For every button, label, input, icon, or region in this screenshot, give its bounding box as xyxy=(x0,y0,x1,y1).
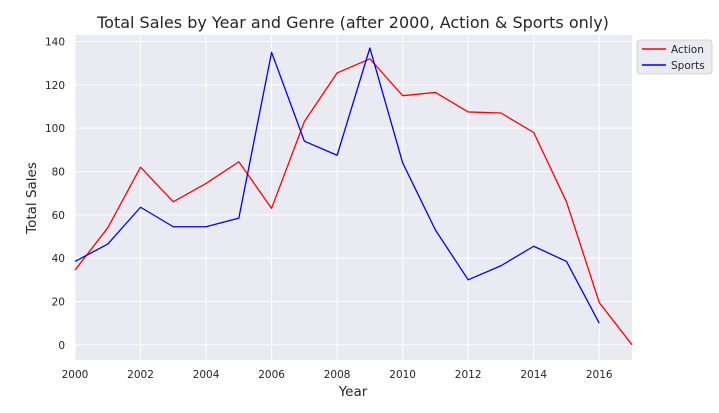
x-tick-label: 2010 xyxy=(389,369,416,381)
y-tick-label: 80 xyxy=(52,167,65,179)
y-tick-label: 0 xyxy=(58,340,65,352)
x-tick-label: 2014 xyxy=(520,369,547,381)
y-axis-label: Total Sales xyxy=(24,162,40,235)
y-tick-label: 40 xyxy=(52,253,65,265)
x-tick-label: 2008 xyxy=(324,369,351,381)
grid xyxy=(74,35,632,360)
x-tick-label: 2016 xyxy=(586,369,613,381)
y-tick-label: 60 xyxy=(52,210,65,222)
y-tick-label: 140 xyxy=(45,37,65,49)
x-axis-label: Year xyxy=(338,384,368,400)
y-tick-label: 120 xyxy=(45,80,65,92)
y-tick-label: 100 xyxy=(45,123,65,135)
x-tick-label: 2002 xyxy=(127,369,154,381)
legend: Action Sports xyxy=(636,39,713,75)
y-tick-label: 20 xyxy=(52,297,65,309)
series-line-action xyxy=(74,58,633,346)
legend-label-action: Action xyxy=(671,44,704,56)
x-tick-labels: 2000 2002 2004 2006 2008 2010 2012 2014 2016 xyxy=(62,369,613,381)
chart-title: Total Sales by Year and Genre (after 200… xyxy=(96,13,609,32)
x-tick-label: 2006 xyxy=(258,369,285,381)
x-tick-label: 2012 xyxy=(455,369,482,381)
plot-background xyxy=(75,35,632,360)
legend-label-sports: Sports xyxy=(671,60,705,72)
x-tick-label: 2004 xyxy=(193,369,220,381)
y-tick-labels: 0 20 40 60 80 100 120 140 xyxy=(45,37,65,352)
series-line-sports xyxy=(74,47,600,324)
x-tick-label: 2000 xyxy=(62,369,89,381)
series-lines xyxy=(74,47,633,346)
